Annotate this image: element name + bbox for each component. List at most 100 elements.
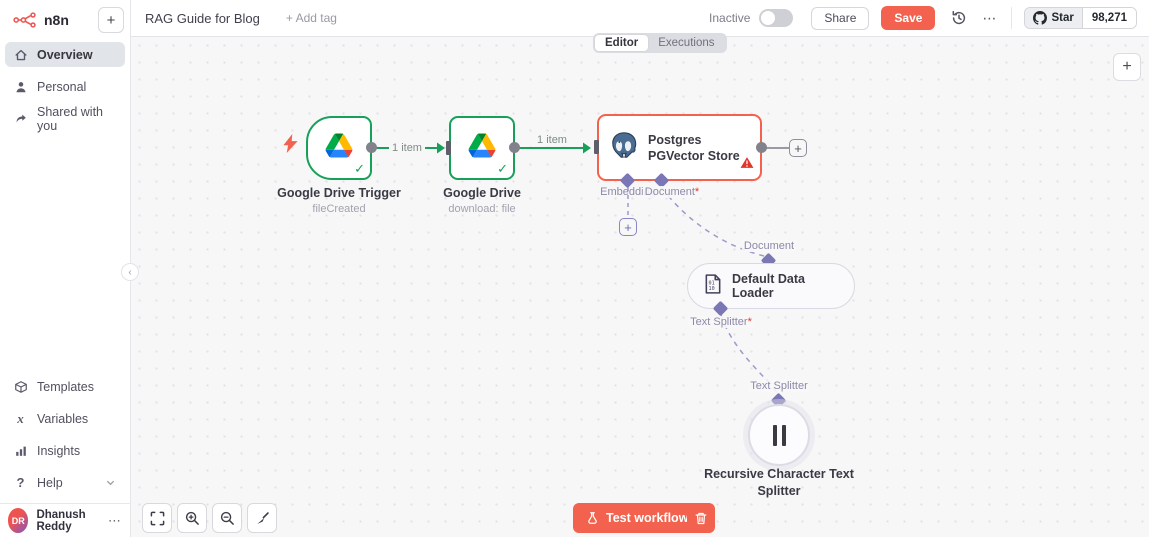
- warning-triangle-icon: [740, 156, 754, 174]
- sidebar-collapse-button[interactable]: ‹: [121, 263, 139, 281]
- trash-icon: [695, 512, 707, 524]
- add-next-node-button[interactable]: +: [789, 139, 807, 157]
- sidebar-item-help[interactable]: ? Help: [5, 470, 125, 495]
- tab-executions[interactable]: Executions: [658, 37, 715, 49]
- node-google-drive-trigger[interactable]: ✓: [306, 116, 372, 180]
- success-check-icon: ✓: [354, 161, 365, 176]
- node-title: Google Drive: [443, 186, 521, 200]
- output-connector[interactable]: [756, 142, 767, 153]
- node-subtitle: fileCreated: [312, 203, 366, 215]
- person-icon: [13, 79, 28, 94]
- home-icon: [13, 47, 28, 62]
- node-title: Recursive Character Text Splitter: [704, 467, 854, 498]
- zoom-out-icon: [220, 511, 234, 525]
- avatar: DR: [8, 508, 29, 533]
- node-postgres-pgvector-store[interactable]: Postgres PGVector Store: [597, 114, 762, 181]
- postgres-elephant-icon: [609, 130, 639, 165]
- user-name: Dhanush Reddy: [36, 508, 86, 533]
- more-options-button[interactable]: ⋯: [982, 9, 998, 26]
- sidebar: n8n + Overview Personal Shared with y: [0, 0, 131, 537]
- github-icon: [1033, 11, 1048, 25]
- node-recursive-character-text-splitter[interactable]: [748, 404, 810, 466]
- input-connector[interactable]: [594, 140, 599, 154]
- sidebar-item-label: Templates: [37, 379, 94, 394]
- port-label-text-splitter: Text Splitter*: [688, 316, 754, 328]
- user-more-button[interactable]: ⋯: [108, 512, 122, 528]
- sidebar-item-shared-with-you[interactable]: Shared with you: [5, 104, 125, 133]
- sidebar-item-templates[interactable]: Templates: [5, 374, 125, 399]
- port-label-document-top: Document: [741, 240, 797, 252]
- header-divider: [1011, 7, 1013, 29]
- github-star-label: Star: [1051, 12, 1074, 24]
- editor-tabs: Editor Executions: [593, 33, 727, 53]
- add-tag-button[interactable]: + Add tag: [285, 11, 337, 25]
- trigger-bolt-icon: [283, 134, 298, 158]
- node-google-drive[interactable]: ✓: [449, 116, 515, 180]
- github-star-count: 98,271: [1082, 8, 1136, 28]
- workflow-header: RAG Guide for Blog + Add tag Inactive Sh…: [131, 0, 1149, 37]
- share-arrow-icon: [13, 111, 28, 126]
- workflow-canvas[interactable]: [131, 37, 1149, 537]
- user-menu[interactable]: DR Dhanush Reddy ⋯: [0, 503, 130, 537]
- add-embedding-button[interactable]: +: [619, 218, 637, 236]
- svg-text:10: 10: [709, 286, 715, 292]
- brand-name: n8n: [44, 12, 69, 28]
- output-connector[interactable]: [366, 142, 377, 153]
- splitter-bars-icon: [781, 424, 786, 446]
- sidebar-item-label: Overview: [37, 47, 93, 62]
- node-title: Google Drive Trigger: [277, 186, 401, 200]
- fit-view-button[interactable]: [142, 503, 172, 533]
- new-workflow-button[interactable]: +: [98, 7, 124, 33]
- n8n-logo-icon: [13, 12, 36, 28]
- add-node-button[interactable]: +: [1113, 53, 1141, 81]
- tidy-up-button[interactable]: [247, 503, 277, 533]
- sidebar-item-variables[interactable]: x Variables: [5, 406, 125, 431]
- svg-text:01: 01: [709, 280, 715, 286]
- variables-x-icon: x: [17, 410, 24, 426]
- toggle-knob: [761, 11, 776, 25]
- sidebar-item-label: Insights: [37, 443, 81, 458]
- sidebar-item-label: Personal: [37, 79, 87, 94]
- sidebar-item-insights[interactable]: Insights: [5, 438, 125, 463]
- help-icon: ?: [16, 475, 25, 490]
- success-check-icon: ✓: [497, 161, 508, 176]
- port-label-document: Document*: [642, 186, 702, 198]
- edge-items-label: 1 item: [534, 134, 570, 146]
- delete-workflow-button[interactable]: [687, 503, 715, 533]
- google-drive-icon: [468, 133, 496, 163]
- insights-chart-icon: [13, 443, 28, 458]
- workflow-title[interactable]: RAG Guide for Blog: [145, 10, 260, 26]
- test-workflow-button[interactable]: Test workflow: [573, 503, 702, 533]
- sidebar-item-personal[interactable]: Personal: [5, 74, 125, 99]
- sidebar-item-label: Shared with you: [37, 104, 104, 133]
- test-workflow-label: Test workflow: [606, 511, 689, 525]
- history-icon[interactable]: [950, 9, 968, 27]
- splitter-bars-icon: [772, 424, 777, 446]
- output-connector[interactable]: [509, 142, 520, 153]
- active-toggle[interactable]: [759, 9, 794, 27]
- github-star-widget[interactable]: Star 98,271: [1024, 7, 1137, 29]
- active-status-label: Inactive: [709, 11, 751, 25]
- node-title: Postgres PGVector Store: [648, 132, 740, 163]
- share-button[interactable]: Share: [811, 6, 870, 30]
- port-label-text-splitter-top: Text Splitter: [748, 380, 810, 392]
- sidebar-item-overview[interactable]: Overview: [5, 42, 125, 67]
- zoom-in-button[interactable]: [177, 503, 207, 533]
- fit-view-icon: [150, 511, 164, 525]
- zoom-out-button[interactable]: [212, 503, 242, 533]
- input-connector[interactable]: [446, 141, 451, 155]
- binary-file-icon: 01 10: [704, 273, 722, 299]
- tidy-up-wand-icon: [256, 511, 269, 524]
- node-default-data-loader[interactable]: 01 10 Default Data Loader: [687, 263, 855, 309]
- chevron-down-icon: [106, 476, 115, 490]
- sidebar-item-label: Variables: [37, 411, 89, 426]
- node-subtitle: download: file: [448, 203, 516, 215]
- save-button[interactable]: Save: [881, 6, 936, 30]
- sidebar-item-label: Help: [37, 475, 63, 490]
- flask-icon: [588, 512, 597, 524]
- google-drive-icon: [325, 133, 353, 163]
- tab-editor[interactable]: Editor: [595, 35, 649, 51]
- node-title: Default Data Loader: [732, 272, 805, 300]
- zoom-in-icon: [185, 511, 199, 525]
